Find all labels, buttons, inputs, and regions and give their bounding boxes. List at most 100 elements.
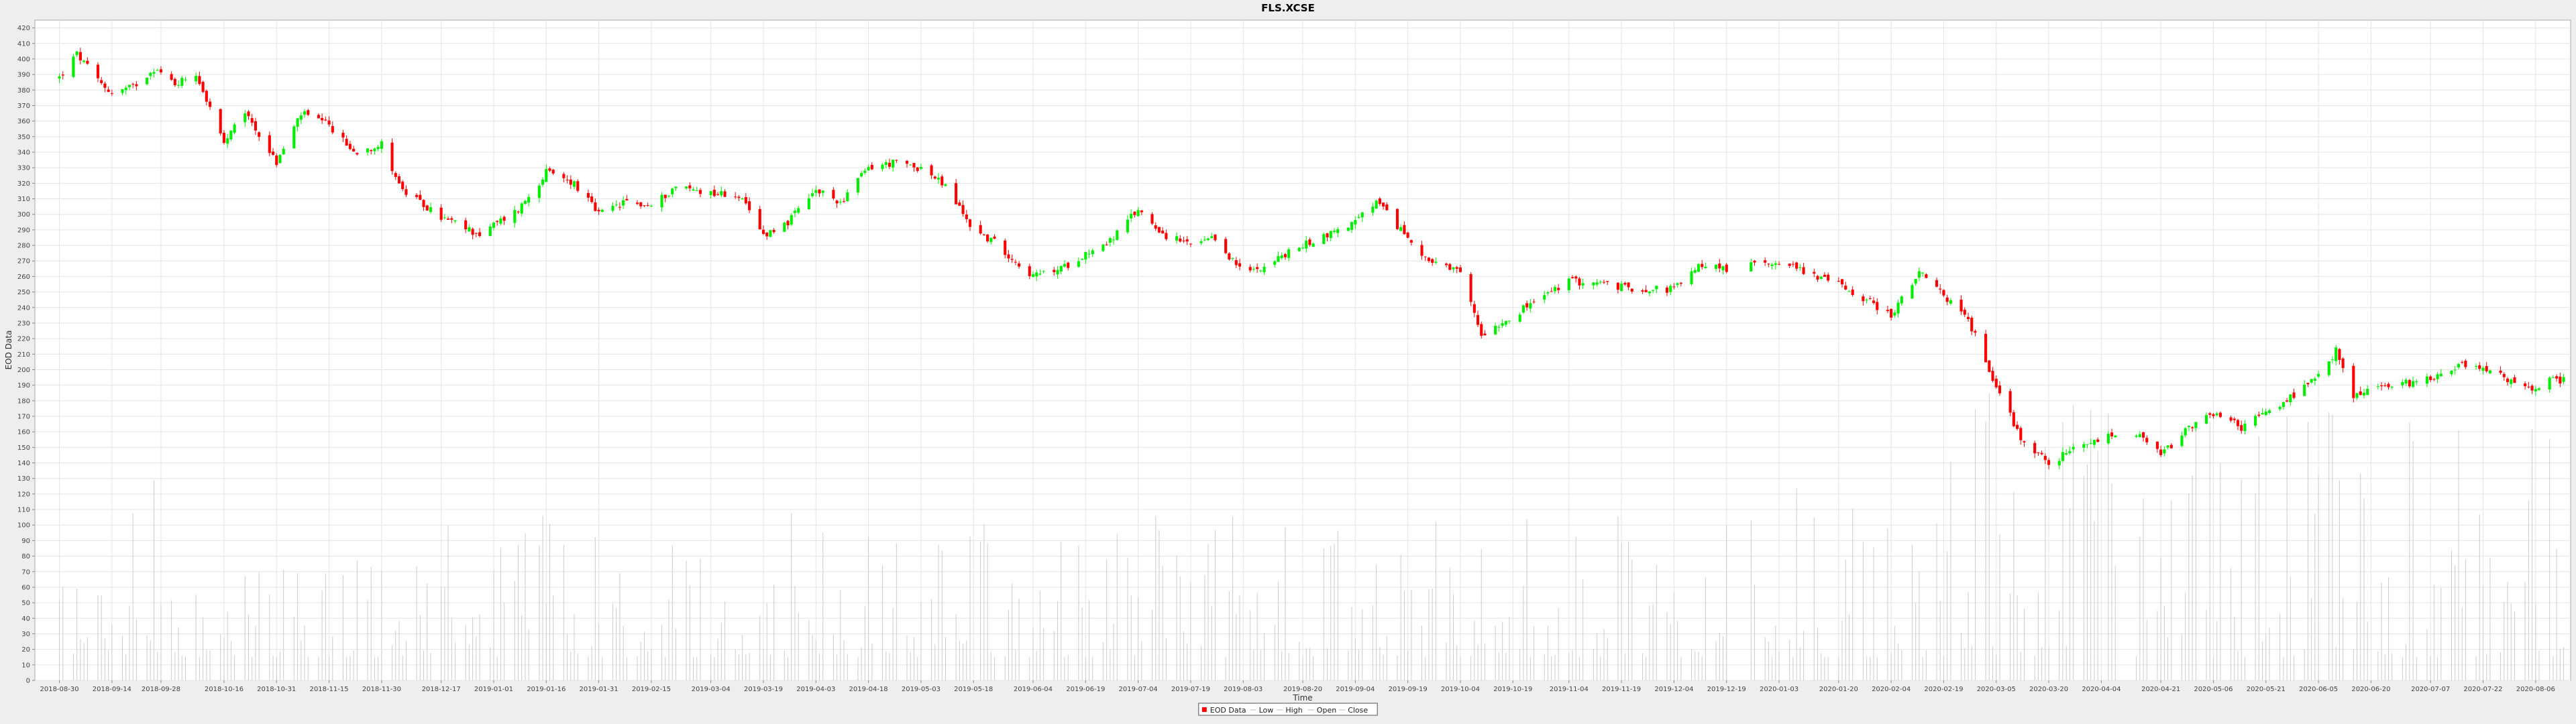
x-tick-label: 2020-04-21 xyxy=(2141,686,2180,693)
candle-body xyxy=(1385,204,1389,210)
candle-body xyxy=(499,218,502,224)
x-tick-label: 2020-03-20 xyxy=(2029,686,2068,693)
candle-body xyxy=(1140,210,1143,213)
candle-body xyxy=(614,204,618,206)
candle-body xyxy=(2524,383,2527,387)
y-tick-label: 240 xyxy=(17,304,30,312)
candle-body xyxy=(1189,243,1192,245)
candle-body xyxy=(244,113,247,123)
y-tick-label: 140 xyxy=(17,460,30,467)
candle-body xyxy=(1648,291,1651,294)
candle-body xyxy=(2159,449,2163,455)
y-tick-label: 180 xyxy=(17,398,30,405)
candle-body xyxy=(1112,239,1116,241)
candle-body xyxy=(1799,267,1802,268)
candle-body xyxy=(278,155,282,164)
candle-body xyxy=(758,208,761,230)
y-tick-label: 70 xyxy=(21,568,30,576)
candle-body xyxy=(1431,259,1434,263)
x-tick-label: 2020-05-06 xyxy=(2194,686,2233,693)
candle-body xyxy=(562,174,566,178)
candle-body xyxy=(110,93,113,95)
x-tick-label: 2018-11-30 xyxy=(362,686,401,693)
candle-body xyxy=(205,90,208,102)
candle-body xyxy=(488,226,492,237)
candle-body xyxy=(1774,263,1777,265)
candle-body xyxy=(2327,361,2330,375)
candle-body xyxy=(586,192,590,198)
candle-body xyxy=(464,220,468,230)
candle-body xyxy=(1595,282,1599,285)
candle-body xyxy=(1326,233,1329,238)
candle-body xyxy=(2478,365,2481,369)
candle-body xyxy=(625,198,629,201)
candle-body xyxy=(783,223,786,232)
candle-body xyxy=(1753,260,1756,263)
candle-body xyxy=(1764,260,1767,263)
candle-body xyxy=(1154,225,1157,229)
candle-body xyxy=(688,185,692,188)
candle-body xyxy=(1035,272,1038,277)
candle-body xyxy=(1581,283,1585,286)
candle-body xyxy=(2037,452,2040,453)
candle-body xyxy=(1553,287,1556,292)
candle-body xyxy=(576,181,580,191)
candle-body xyxy=(1886,310,1889,312)
x-tick-label: 2020-01-20 xyxy=(1819,686,1858,693)
candle-body xyxy=(1346,227,1350,231)
candle-body xyxy=(1360,212,1364,218)
candle-body xyxy=(597,210,600,212)
candle-body xyxy=(2461,362,2464,363)
candle-body xyxy=(1157,227,1161,233)
x-tick-label: 2018-09-14 xyxy=(93,686,131,693)
candle-body xyxy=(247,111,250,117)
candle-body xyxy=(748,201,751,210)
y-tick-label: 110 xyxy=(17,507,30,514)
candle-body xyxy=(720,191,723,196)
candle-body xyxy=(527,196,531,203)
candle-body xyxy=(2453,369,2457,371)
candle-body xyxy=(1329,231,1332,239)
candle-body xyxy=(2106,434,2110,444)
candle-body xyxy=(1847,291,1851,292)
candle-body xyxy=(327,120,331,125)
candle-body xyxy=(1199,241,1203,243)
candle-body xyxy=(919,167,922,169)
candle-body xyxy=(2072,446,2075,450)
candle-body xyxy=(765,232,769,237)
candle-body xyxy=(2474,365,2478,367)
candle-body xyxy=(107,89,110,93)
candle-body xyxy=(2163,449,2166,454)
candle-body xyxy=(635,202,639,204)
x-tick-label: 2018-10-31 xyxy=(257,686,296,693)
candle-body xyxy=(219,109,222,133)
candle-body xyxy=(1788,263,1791,266)
candle-body xyxy=(793,210,797,213)
candle-body xyxy=(2457,363,2460,368)
candle-body xyxy=(2481,367,2485,371)
y-tick-label: 20 xyxy=(21,646,30,654)
candle-body xyxy=(797,208,800,213)
candle-body xyxy=(492,222,496,228)
candle-body xyxy=(2135,435,2138,437)
y-tick-label: 310 xyxy=(17,196,30,203)
candle-body xyxy=(2485,366,2488,371)
candle-body xyxy=(1693,269,1697,273)
candle-body xyxy=(2289,394,2292,403)
candle-body xyxy=(1791,263,1794,265)
candle-body xyxy=(1497,326,1501,328)
candle-body xyxy=(2429,376,2432,380)
x-tick-label: 2018-08-30 xyxy=(40,686,78,693)
candle-body xyxy=(2169,444,2173,448)
candle-body xyxy=(513,210,517,223)
candle-body xyxy=(1627,282,1630,288)
candle-body xyxy=(1945,297,1949,302)
candle-body xyxy=(1434,261,1438,263)
y-tick-label: 320 xyxy=(17,180,30,188)
candle-body xyxy=(2184,428,2187,436)
candle-body xyxy=(1305,240,1308,249)
candle-body xyxy=(419,194,422,200)
candle-body xyxy=(1280,255,1283,258)
candle-body xyxy=(2236,420,2240,426)
